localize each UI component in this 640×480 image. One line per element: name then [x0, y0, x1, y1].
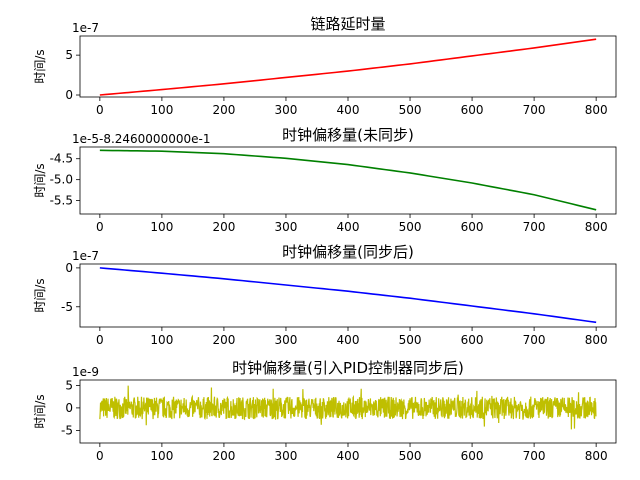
y-tick-label: -4.5 [50, 152, 73, 166]
x-tick-label: 200 [212, 449, 235, 463]
axis-offset-text: 1e-7 [72, 21, 99, 35]
plot-frame [79, 35, 617, 98]
chart-title: 时钟偏移量(同步后) [282, 243, 414, 261]
series-line-1 [99, 385, 597, 430]
subplot-2: 时钟偏移量(未同步) 1e-5-8.2460000000e-1 时间/s 0 100 20… [33, 126, 617, 234]
x-tick-label: 500 [399, 449, 422, 463]
y-tick-label: -5.5 [50, 194, 73, 208]
x-tick-label: 100 [150, 103, 173, 117]
subplot-1: 链路延时量 1e-7 时间/s 0 100 200 300 400 500 600 700 800 0 5 [33, 15, 617, 117]
x-tick-label: 300 [275, 333, 298, 347]
subplot-3: 时钟偏移量(同步后) 1e-7 时间/s 0 100 200 300 400 500 600 700… [33, 243, 617, 347]
y-tick-label: 0 [65, 401, 73, 415]
x-tick-label: 600 [461, 449, 484, 463]
y-tick-label: 5 [65, 48, 73, 62]
plot-frame [79, 379, 617, 444]
x-tick-label: 700 [523, 103, 546, 117]
y-axis-label: 时间/s [33, 394, 47, 428]
chart-title: 时钟偏移量(引入PID控制器同步后) [232, 359, 464, 377]
axis-offset-text: 1e-7 [72, 249, 99, 263]
x-tick-label: 200 [212, 333, 235, 347]
x-tick-label: 800 [585, 333, 608, 347]
x-tick-label: 300 [275, 103, 298, 117]
series-line-1 [99, 267, 597, 324]
series-line-1 [99, 38, 597, 96]
x-tick-label: 400 [337, 220, 360, 234]
y-tick-label: 5 [65, 378, 73, 392]
x-tick-label: 500 [399, 220, 422, 234]
x-tick-label: 400 [337, 333, 360, 347]
x-tick-label: 700 [523, 333, 546, 347]
x-tick-label: 0 [96, 333, 104, 347]
x-tick-label: 500 [399, 103, 422, 117]
chart-title: 时钟偏移量(未同步) [282, 126, 414, 144]
x-tick-label: 400 [337, 449, 360, 463]
x-tick-label: 400 [337, 103, 360, 117]
series-line-1 [99, 149, 597, 211]
y-axis-label: 时间/s [33, 49, 47, 83]
x-tick-label: 700 [523, 220, 546, 234]
y-axis-label: 时间/s [33, 278, 47, 312]
x-tick-label: 100 [150, 333, 173, 347]
x-tick-label: 800 [585, 103, 608, 117]
x-tick-label: 300 [275, 220, 298, 234]
x-tick-label: 800 [585, 220, 608, 234]
x-tick-label: 200 [212, 220, 235, 234]
y-tick-label: -5 [61, 423, 73, 437]
x-tick-label: 800 [585, 449, 608, 463]
plot-frame [79, 146, 617, 215]
x-tick-label: 500 [399, 333, 422, 347]
chart-title: 链路延时量 [310, 15, 385, 33]
x-tick-label: 100 [150, 449, 173, 463]
x-tick-label: 0 [96, 103, 104, 117]
plot-frame [79, 263, 617, 328]
y-tick-label: -5 [61, 300, 73, 314]
x-tick-label: 200 [212, 103, 235, 117]
subplot-4: 时钟偏移量(引入PID控制器同步后) 1e-9 时间/s 0 100 200 300 400 5… [33, 359, 617, 463]
x-tick-label: 600 [461, 103, 484, 117]
y-tick-label: 0 [65, 88, 73, 102]
x-tick-label: 600 [461, 333, 484, 347]
x-tick-label: 0 [96, 220, 104, 234]
x-tick-label: 700 [523, 449, 546, 463]
x-tick-label: 600 [461, 220, 484, 234]
x-tick-label: 100 [150, 220, 173, 234]
y-tick-label: -5.0 [50, 173, 73, 187]
y-axis-label: 时间/s [33, 163, 47, 197]
x-tick-label: 0 [96, 449, 104, 463]
axis-offset-text: 1e-5-8.2460000000e-1 [72, 132, 210, 146]
x-tick-label: 300 [275, 449, 298, 463]
y-tick-label: 0 [65, 261, 73, 275]
axis-offset-text: 1e-9 [72, 365, 99, 379]
